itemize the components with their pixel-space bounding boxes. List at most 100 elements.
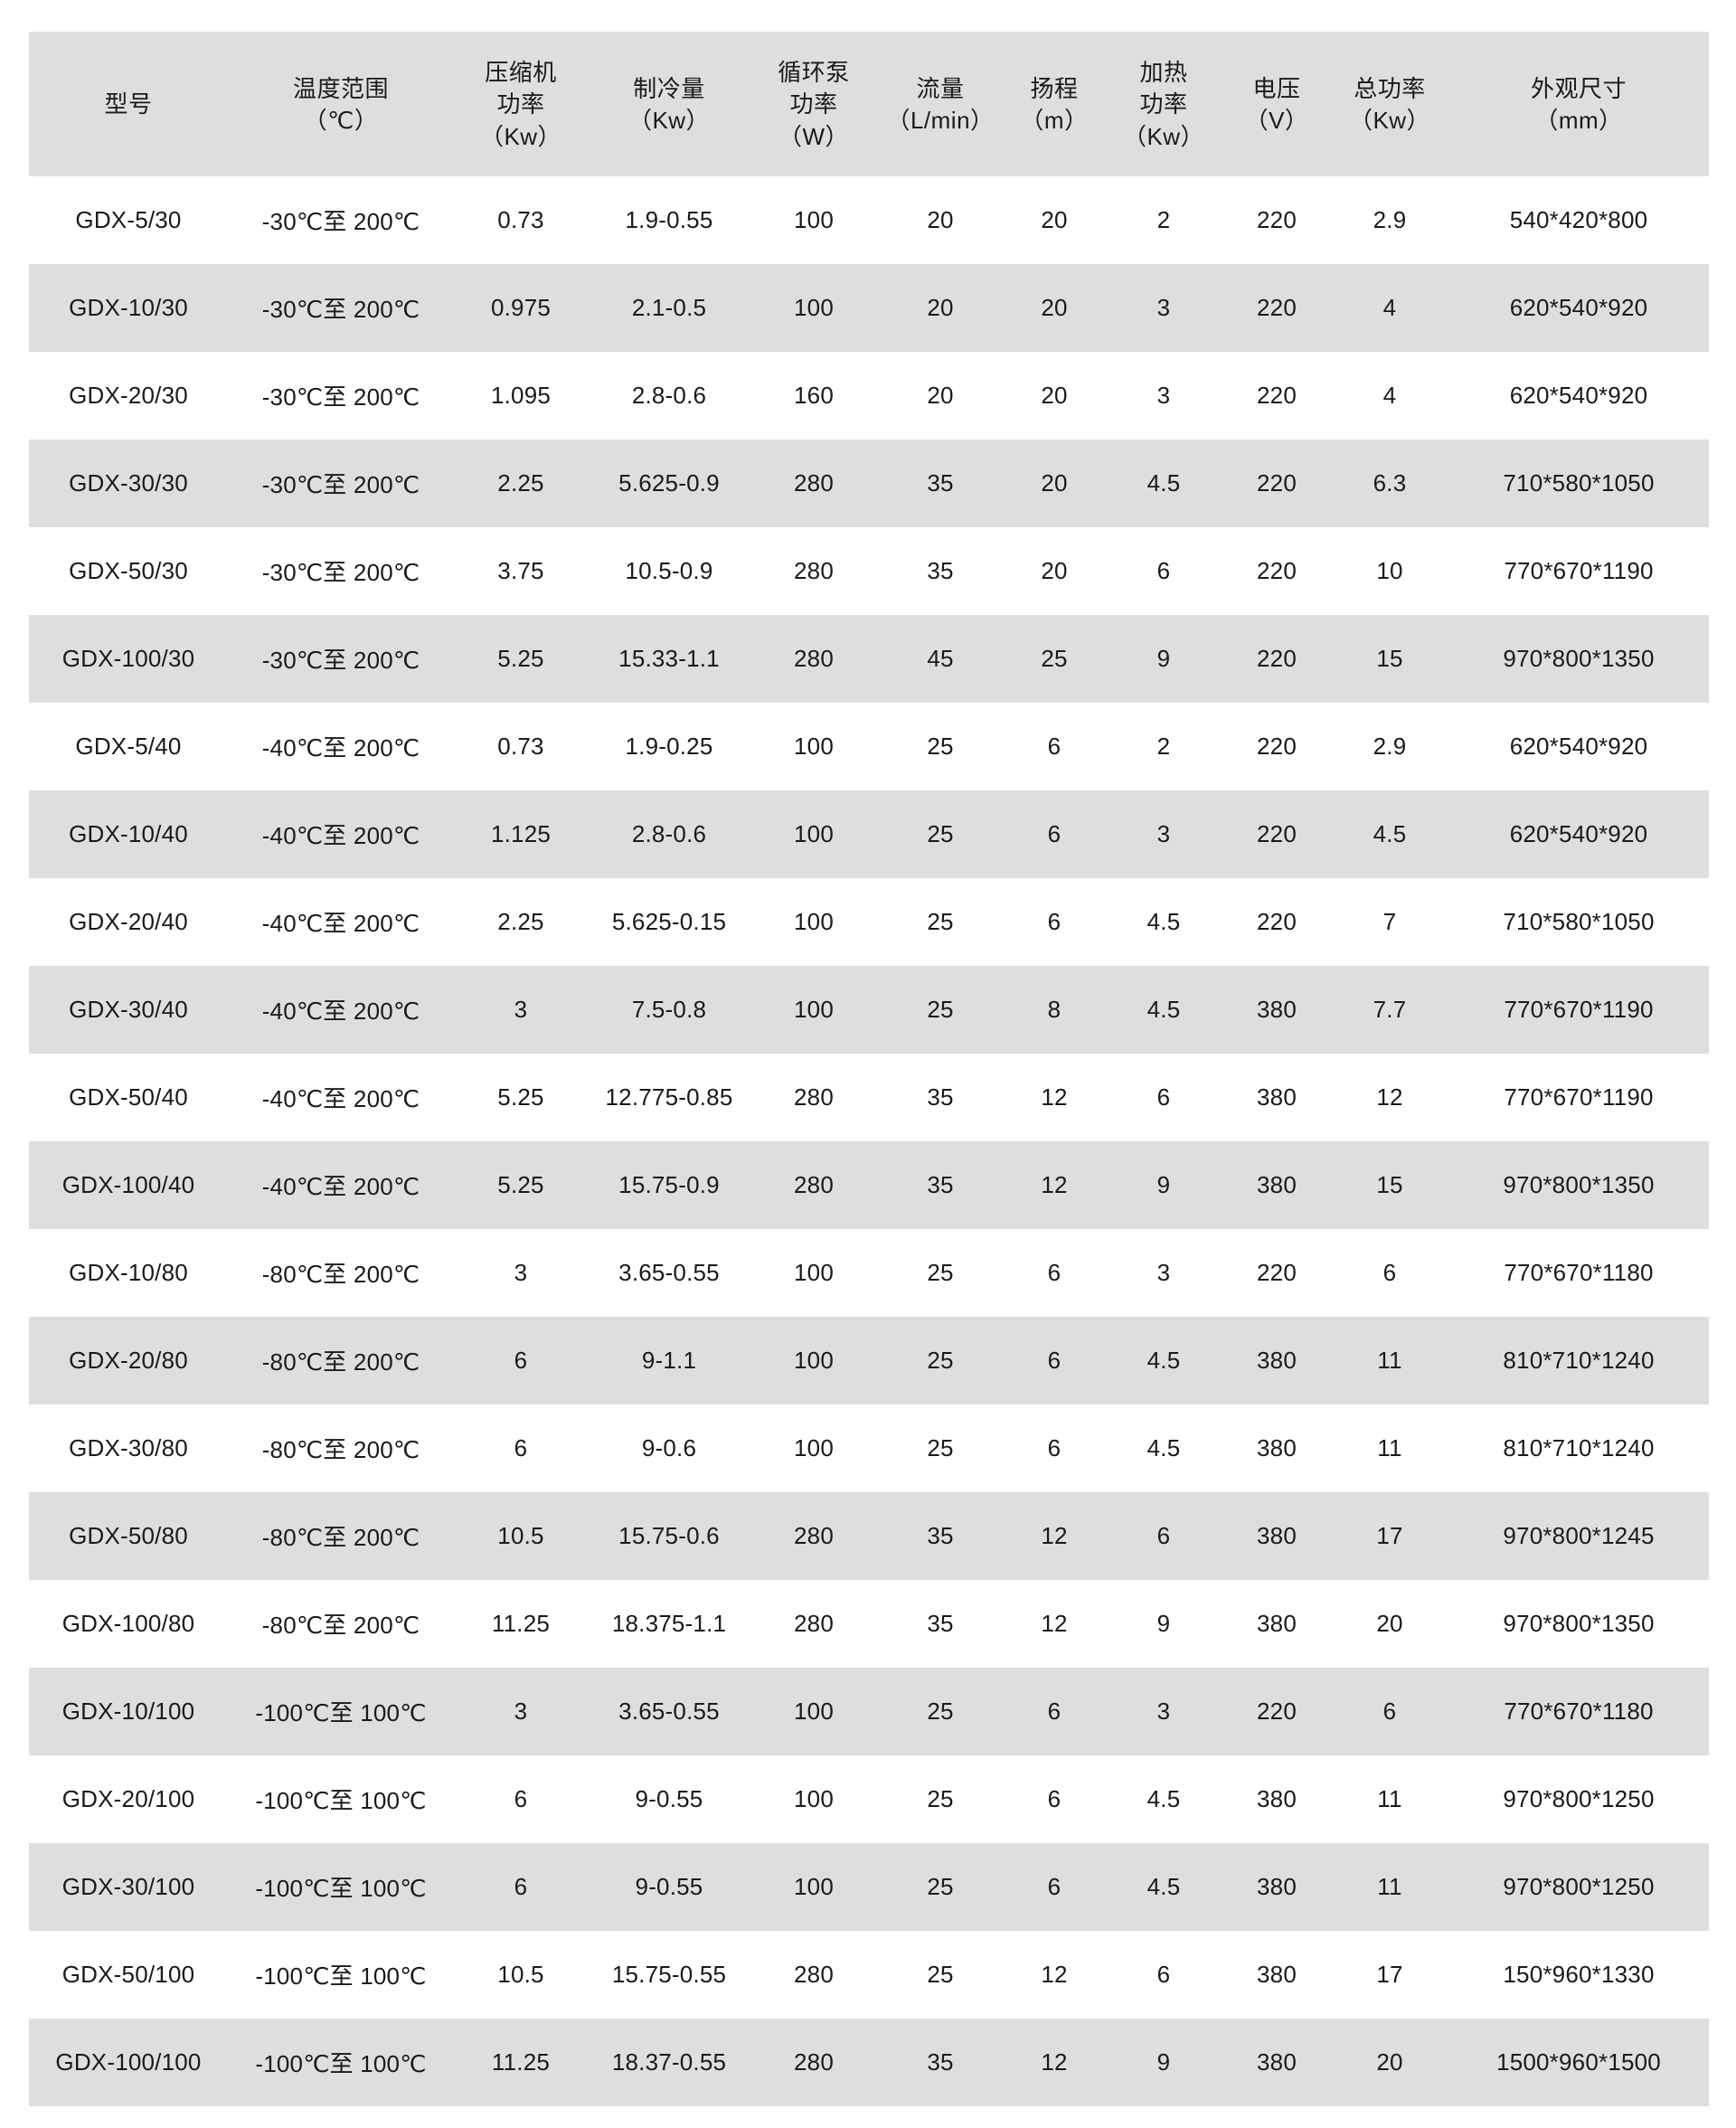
table-cell: 5.25	[454, 1141, 588, 1229]
cell-model: GDX-20/100	[29, 1755, 228, 1843]
table-cell: 8	[1004, 966, 1105, 1054]
table-cell: 220	[1222, 615, 1331, 703]
table-row: GDX-30/100 -100℃至 100℃ 6 9-0.55 100 25 6 4.5 380…	[29, 1843, 1709, 1931]
table-cell: 9	[1105, 1141, 1222, 1229]
table-cell: 6	[1004, 1317, 1105, 1404]
table-cell: 100	[750, 878, 877, 966]
table-cell: 0.73	[454, 176, 588, 264]
table-cell: 380	[1222, 1755, 1331, 1843]
table-cell: 7.5-0.8	[588, 966, 750, 1054]
header-unit: （mm）	[1534, 107, 1623, 134]
table-cell: 11.25	[454, 1580, 588, 1668]
table-cell: 6	[1004, 1755, 1105, 1843]
cell-model: GDX-20/30	[29, 352, 228, 440]
table-cell: 710*580*1050	[1448, 440, 1709, 527]
table-cell: 220	[1222, 440, 1331, 527]
table-cell: 280	[750, 1141, 877, 1229]
table-cell: 280	[750, 440, 877, 527]
table-cell: 220	[1222, 1229, 1331, 1317]
table-cell: 9	[1105, 2019, 1222, 2106]
table-cell: -40℃至 200℃	[228, 1141, 454, 1229]
table-cell: 0.73	[454, 703, 588, 790]
column-header-flow-rate: 流量 （L/min）	[877, 32, 1004, 176]
table-cell: 15.33-1.1	[588, 615, 750, 703]
table-cell: -100℃至 100℃	[228, 1843, 454, 1931]
table-cell: 3	[1105, 1229, 1222, 1317]
table-cell: -80℃至 200℃	[228, 1492, 454, 1580]
table-cell: 220	[1222, 703, 1331, 790]
table-cell: 11	[1331, 1404, 1448, 1492]
column-header-circulation-pump-power: 循环泵 功率 （W）	[750, 32, 877, 176]
table-cell: -80℃至 200℃	[228, 1404, 454, 1492]
table-row: GDX-20/100 -100℃至 100℃ 6 9-0.55 100 25 6 4.5 380…	[29, 1755, 1709, 1843]
column-header-total-power: 总功率 （Kw）	[1331, 32, 1448, 176]
table-cell: 5.25	[454, 1054, 588, 1141]
table-cell: 9	[1105, 615, 1222, 703]
table-cell: 100	[750, 703, 877, 790]
table-cell: 970*800*1245	[1448, 1492, 1709, 1580]
cell-model: GDX-100/40	[29, 1141, 228, 1229]
table-cell: 1.9-0.55	[588, 176, 750, 264]
table-cell: 280	[750, 615, 877, 703]
table-cell: 4.5	[1105, 1755, 1222, 1843]
column-header-model: 型号	[29, 32, 228, 176]
table-cell: 12	[1004, 1492, 1105, 1580]
table-row: GDX-5/40 -40℃至 200℃ 0.73 1.9-0.25 100 25 6 2 220…	[29, 703, 1709, 790]
table-cell: 1.095	[454, 352, 588, 440]
table-cell: 2.9	[1331, 176, 1448, 264]
table-cell: -40℃至 200℃	[228, 703, 454, 790]
table-cell: 6	[1105, 1931, 1222, 2019]
table-cell: 1.125	[454, 790, 588, 878]
table-cell: 280	[750, 1931, 877, 2019]
header-unit: （Kw）	[479, 122, 562, 150]
header-title: 电压	[1252, 74, 1301, 102]
table-cell: 380	[1222, 1404, 1331, 1492]
table-row: GDX-10/40 -40℃至 200℃ 1.125 2.8-0.6 100 25 6 3 22…	[29, 790, 1709, 878]
table-cell: 2.8-0.6	[588, 790, 750, 878]
header-title: 外观尺寸	[1530, 74, 1627, 102]
table-cell: 5.625-0.15	[588, 878, 750, 966]
table-cell: 970*800*1350	[1448, 615, 1709, 703]
cell-model: GDX-5/40	[29, 703, 228, 790]
table-row: GDX-50/80 -80℃至 200℃ 10.5 15.75-0.6 280 35 12 6…	[29, 1492, 1709, 1580]
header-title: 流量	[916, 74, 965, 102]
cell-model: GDX-10/40	[29, 790, 228, 878]
table-cell: 3	[1105, 1668, 1222, 1755]
cell-model: GDX-50/40	[29, 1054, 228, 1141]
table-cell: 6	[1004, 703, 1105, 790]
table-cell: 160	[750, 352, 877, 440]
table-cell: 20	[877, 352, 1004, 440]
table-row: GDX-50/40 -40℃至 200℃ 5.25 12.775-0.85 280 35 1…	[29, 1054, 1709, 1141]
table-cell: -40℃至 200℃	[228, 1054, 454, 1141]
table-cell: 2	[1105, 176, 1222, 264]
table-cell: 4.5	[1105, 1843, 1222, 1931]
header-unit: （Kw）	[1122, 122, 1205, 150]
table-cell: 1500*960*1500	[1448, 2019, 1709, 2106]
table-cell: 100	[750, 790, 877, 878]
table-cell: 620*540*920	[1448, 790, 1709, 878]
table-cell: 6	[454, 1317, 588, 1404]
table-cell: 620*540*920	[1448, 264, 1709, 352]
cell-model: GDX-20/80	[29, 1317, 228, 1404]
table-row: GDX-20/40 -40℃至 200℃ 2.25 5.625-0.15 100 25 6 4…	[29, 878, 1709, 966]
table-row: GDX-20/30 -30℃至 200℃ 1.095 2.8-0.6 160 20 20 3 2…	[29, 352, 1709, 440]
table-cell: -30℃至 200℃	[228, 527, 454, 615]
table-cell: 220	[1222, 790, 1331, 878]
table-cell: 770*670*1180	[1448, 1229, 1709, 1317]
header-unit: （L/min）	[886, 107, 995, 134]
table-cell: 3	[1105, 352, 1222, 440]
table-cell: 380	[1222, 1843, 1331, 1931]
table-cell: -100℃至 100℃	[228, 1931, 454, 2019]
table-cell: 970*800*1350	[1448, 1141, 1709, 1229]
table-cell: 4.5	[1331, 790, 1448, 878]
header-title-line2: 功率	[789, 90, 838, 118]
table-cell: 3	[454, 1229, 588, 1317]
header-title-line2: 功率	[496, 90, 545, 118]
table-cell: 4	[1331, 352, 1448, 440]
table-cell: 3	[1105, 264, 1222, 352]
table-cell: 25	[877, 790, 1004, 878]
table-cell: 380	[1222, 1931, 1331, 2019]
table-cell: 2.25	[454, 440, 588, 527]
table-cell: 25	[877, 1755, 1004, 1843]
